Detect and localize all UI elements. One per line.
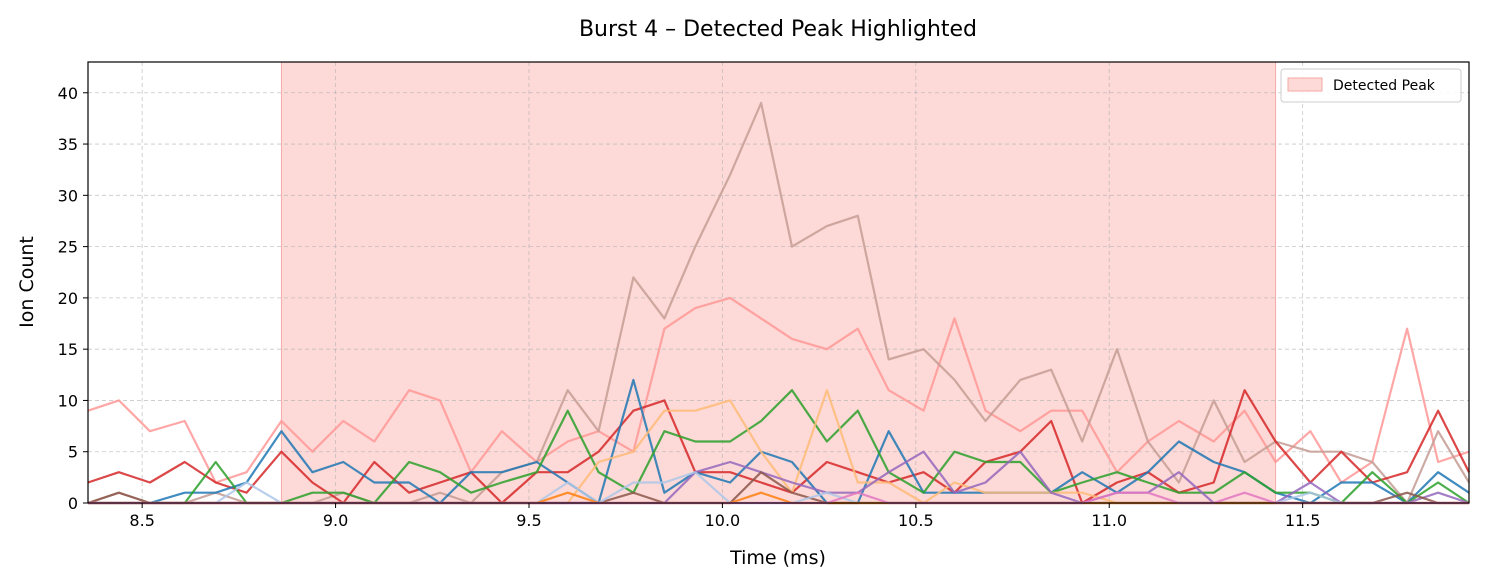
y-tick-label: 40 — [58, 84, 78, 103]
highlight-layer — [280, 61, 1277, 504]
x-tick-label: 11.0 — [1091, 511, 1127, 530]
legend-box — [1280, 68, 1462, 103]
plot-frame — [87, 61, 1470, 504]
x-tick-label: 9.5 — [516, 511, 541, 530]
detected-peak-span — [280, 61, 1277, 504]
x-axis-label: Time (ms) — [729, 547, 826, 569]
x-tick-label: 9.0 — [323, 511, 348, 530]
y-tick-label: 35 — [58, 135, 78, 154]
y-tick-label: 15 — [58, 340, 78, 359]
axis-layer: 8.5 9.0 9.5 10.0 10.5 11.0 11.5 0 5 10 15 20 25 30 35 4… — [58, 84, 1321, 530]
y-tick-label: 25 — [58, 238, 78, 257]
y-tick-label: 30 — [58, 186, 78, 205]
grid-layer — [88, 62, 1469, 504]
x-tick-label: 10.5 — [898, 511, 934, 530]
series-line-4 — [88, 378, 1470, 505]
series-line-2 — [87, 101, 1470, 505]
series-line-5 — [88, 389, 1470, 505]
x-tick-label: 8.5 — [129, 511, 154, 530]
y-tick-label: 20 — [58, 289, 78, 308]
series-line-1 — [87, 296, 1470, 484]
series-line-3 — [87, 389, 1470, 505]
y-tick-label: 0 — [68, 494, 78, 513]
y-tick-label: 10 — [58, 391, 78, 410]
legend-swatch — [1287, 77, 1323, 92]
legend: Detected Peak — [1280, 68, 1462, 103]
y-tick-label: 5 — [68, 443, 78, 462]
x-tick-label: 11.5 — [1285, 511, 1321, 530]
chart-title: Burst 4 – Detected Peak Highlighted — [579, 17, 977, 42]
y-axis-label: Ion Count — [16, 236, 38, 328]
x-tick-label: 10.0 — [705, 511, 741, 530]
legend-label-detected-peak: Detected Peak — [1333, 78, 1436, 94]
